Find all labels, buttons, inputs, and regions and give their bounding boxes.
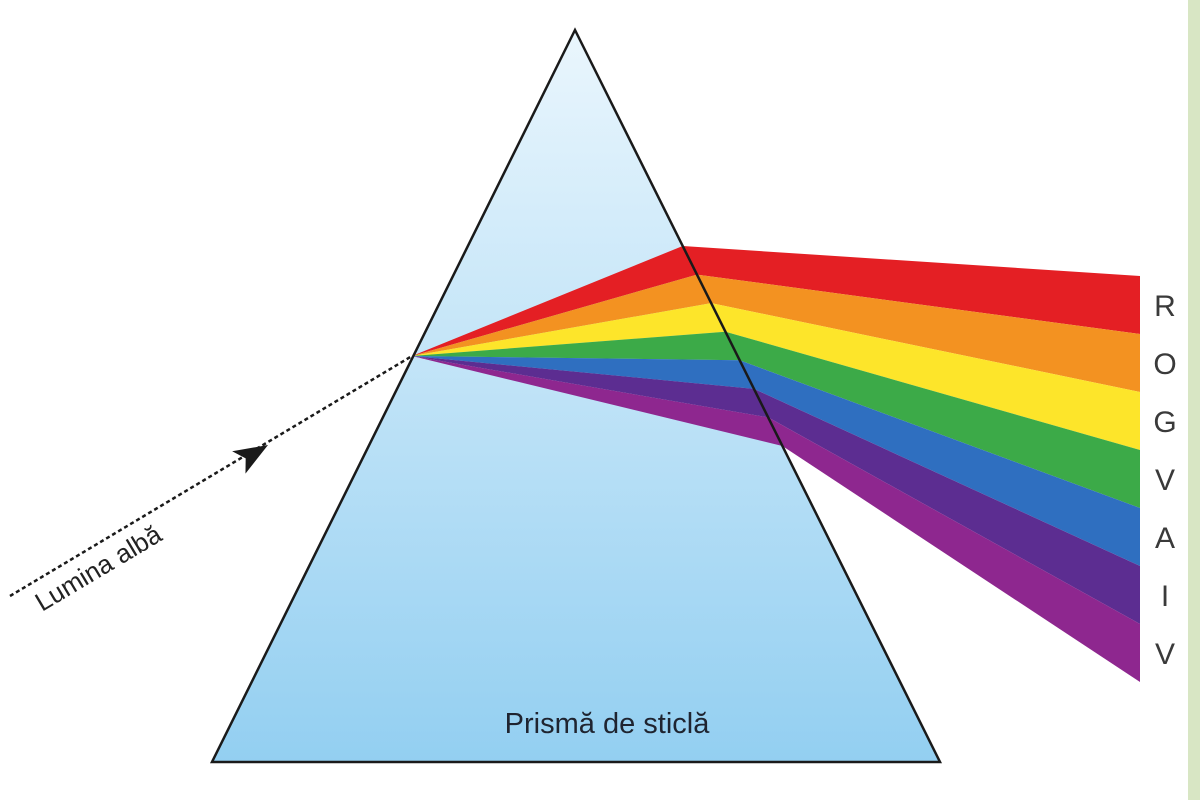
band-letter-7: V	[1155, 638, 1175, 671]
band-letter-4: V	[1155, 464, 1175, 497]
right-edge-strip	[1188, 0, 1200, 800]
band-letter-3: G	[1153, 406, 1176, 439]
arrow-icon	[232, 445, 268, 474]
white-light-ray	[9, 354, 413, 598]
spectrum-inside-prism	[412, 246, 783, 446]
band-letter-5: A	[1155, 522, 1175, 555]
band-letter-1: R	[1154, 290, 1176, 323]
band-inside-4	[412, 331, 740, 361]
band-outside-3	[711, 303, 1140, 450]
band-outside-4	[725, 331, 1140, 508]
band-outside-6	[753, 388, 1140, 624]
band-inside-6	[412, 356, 769, 418]
band-letter-6: I	[1161, 580, 1169, 613]
prism-label: Prismă de sticlă	[505, 708, 711, 740]
band-outside-5	[739, 360, 1140, 566]
band-letter-2: O	[1153, 348, 1176, 381]
band-inside-5	[412, 356, 754, 389]
prism-outline	[209, 27, 943, 764]
band-inside-7	[412, 356, 783, 446]
glass-prism	[212, 30, 940, 762]
band-outside-2	[696, 274, 1140, 392]
band-inside-2	[412, 274, 712, 356]
band-inside-3	[412, 303, 726, 356]
band-outside-1	[682, 246, 1140, 334]
spectrum-exit-beam	[682, 246, 1140, 682]
band-outside-7	[768, 417, 1140, 682]
band-inside-1	[412, 246, 697, 356]
white-light-label: Lumina albă	[30, 519, 167, 618]
